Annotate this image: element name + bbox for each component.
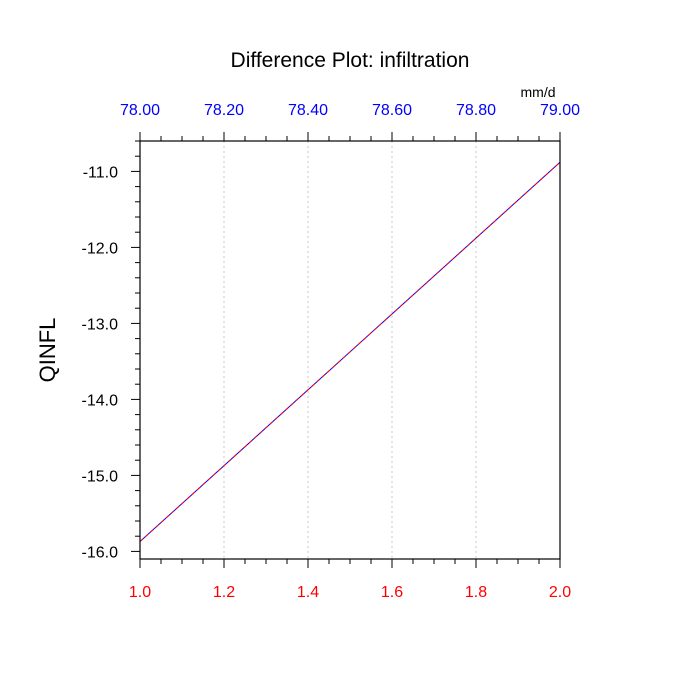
axis-layer: 1.0 1.2 1.4 1.6 1.8 2.0 78.00 78.20 78.40 78.60 78… <box>82 102 581 601</box>
top-tick-label: 79.00 <box>540 102 580 119</box>
series-layer <box>139 161 561 542</box>
y-tick-label: -14.0 <box>82 392 119 409</box>
bottom-tick-label: 2.0 <box>549 584 571 601</box>
y-tick-label: -11.0 <box>83 164 118 181</box>
plot-frame <box>139 140 561 560</box>
series-line-1 <box>139 161 561 542</box>
bottom-tick-label: 1.0 <box>129 584 151 601</box>
top-axis-units: mm/d <box>521 84 556 100</box>
bottom-tick-label: 1.6 <box>381 584 403 601</box>
y-axis-label: QINFL <box>35 318 60 383</box>
bottom-tick-label: 1.4 <box>297 584 319 601</box>
top-tick-label: 78.60 <box>372 102 412 119</box>
y-tick-label: -15.0 <box>82 468 119 485</box>
grid-layer <box>223 141 477 559</box>
y-tick-label: -12.0 <box>82 240 119 257</box>
bottom-tick-label: 1.8 <box>465 584 487 601</box>
chart-title: Difference Plot: infiltration <box>231 49 470 72</box>
top-tick-label: 78.40 <box>288 102 328 119</box>
bottom-tick-label: 1.2 <box>213 584 235 601</box>
y-tick-label: -13.0 <box>82 316 119 333</box>
top-tick-label: 78.80 <box>456 102 496 119</box>
y-tick-label: -16.0 <box>82 544 119 561</box>
top-tick-label: 78.20 <box>204 102 244 119</box>
top-tick-label: 78.00 <box>120 102 160 119</box>
